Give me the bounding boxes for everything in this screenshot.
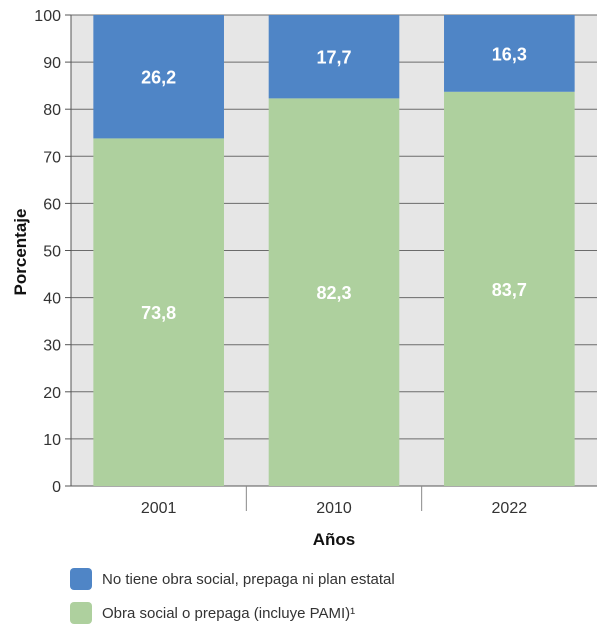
bar-segment-coverage — [268, 98, 400, 486]
x-tick-label: 2022 — [492, 500, 528, 517]
legend-label: Obra social o prepaga (incluye PAMI)¹ — [102, 604, 356, 622]
data-label: 26,2 — [141, 68, 176, 88]
bar-segment-coverage — [444, 91, 575, 486]
data-label: 16,3 — [492, 44, 527, 64]
bar-segment-no-coverage — [268, 15, 400, 99]
plot-area: 0 10 20 30 40 50 60 70 80 90 100 73,8 26,2 2001 82,3 17… — [34, 8, 597, 517]
y-tick-label: 0 — [52, 479, 61, 496]
y-tick-label: 20 — [43, 385, 61, 402]
y-tick-label: 10 — [43, 432, 61, 449]
data-label: 17,7 — [316, 48, 351, 68]
y-tick-label: 60 — [43, 196, 61, 213]
data-label: 83,7 — [492, 280, 527, 300]
legend: No tiene obra social, prepaga ni plan es… — [70, 568, 395, 636]
bar-segment-coverage — [93, 138, 224, 487]
data-label: 82,3 — [316, 283, 351, 303]
bar-segment-no-coverage — [444, 15, 575, 92]
y-tick-label: 100 — [34, 8, 61, 25]
x-tick-label: 2001 — [141, 500, 177, 517]
x-axis-title: Años — [313, 530, 356, 549]
y-axis-title: Porcentaje — [11, 209, 30, 296]
legend-swatch-blue — [70, 568, 92, 590]
x-tick-label: 2010 — [316, 500, 352, 517]
y-tick-label: 90 — [43, 55, 61, 72]
legend-label: No tiene obra social, prepaga ni plan es… — [102, 570, 395, 588]
legend-swatch-green — [70, 602, 92, 624]
y-tick-label: 50 — [43, 244, 61, 261]
bar-segment-no-coverage — [93, 15, 224, 139]
y-tick-label: 30 — [43, 338, 61, 355]
y-tick-label: 70 — [43, 149, 61, 166]
y-tick-label: 40 — [43, 291, 61, 308]
y-tick-label: 80 — [43, 102, 61, 119]
data-label: 73,8 — [141, 303, 176, 323]
legend-item-coverage: Obra social o prepaga (incluye PAMI)¹ — [70, 602, 395, 624]
legend-item-no-coverage: No tiene obra social, prepaga ni plan es… — [70, 568, 395, 590]
stacked-bar-chart: 0 10 20 30 40 50 60 70 80 90 100 73,8 26,2 2001 82,3 17… — [11, 8, 597, 549]
